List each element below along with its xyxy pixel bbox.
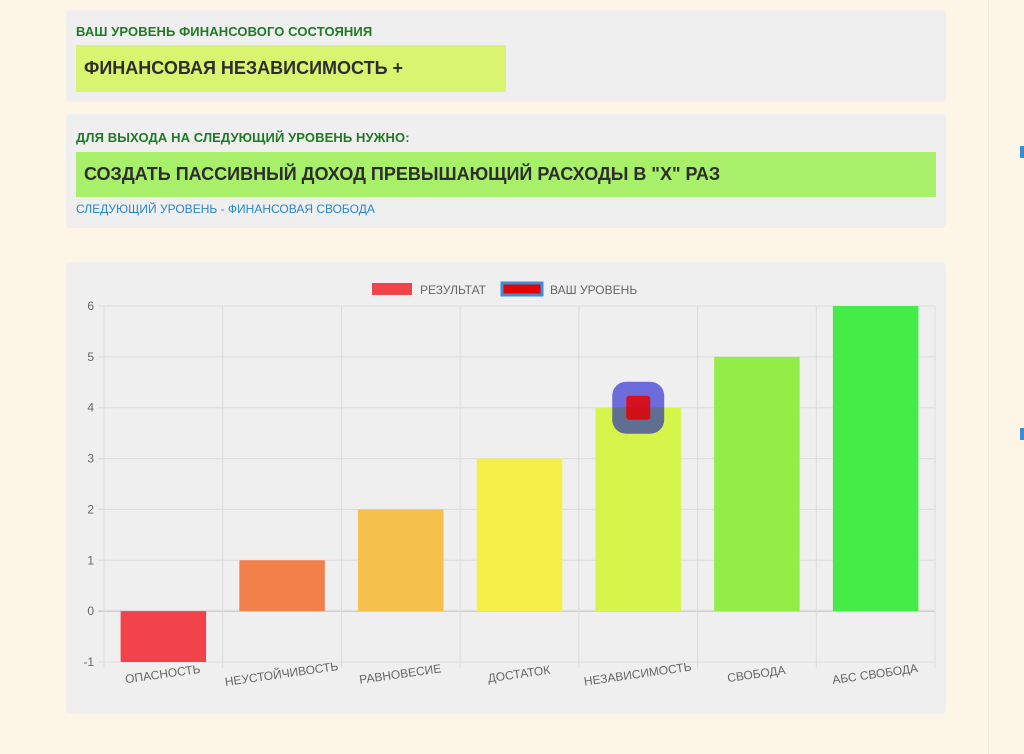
- edge-marker: [1020, 146, 1024, 158]
- level-bar-chart: -1 0 1 2 3 4 5 6 ОПАСНОСТЬ НЕУСТОЙЧИВОСТЬ РАВНОВЕС…: [83, 281, 936, 689]
- bar: [832, 306, 919, 612]
- bar: [239, 560, 325, 612]
- y-tick-label: 1: [87, 553, 94, 567]
- y-tick-label: 4: [87, 401, 94, 415]
- next-level-requirement: СОЗДАТЬ ПАССИВНЫЙ ДОХОД ПРЕВЫШАЮЩИЙ РАСХ…: [76, 152, 936, 197]
- edge-marker: [1020, 428, 1024, 440]
- next-level-label: ДЛЯ ВЫХОДА НА СЛЕДУЮЩИЙ УРОВЕНЬ НУЖНО:: [76, 130, 410, 145]
- x-tick-label: АБС СВОБОДА: [831, 661, 918, 687]
- legend-swatch-result: [372, 283, 412, 295]
- level-panel: ВАШ УРОВЕНЬ ФИНАНСОВОГО СОСТОЯНИЯ ФИНАНС…: [66, 10, 946, 102]
- y-tick-label: 0: [87, 604, 94, 618]
- y-tick-label: 6: [87, 299, 94, 313]
- legend-swatch-your-level: [500, 281, 544, 297]
- x-tick-label: НЕЗАВИСИМОСТЬ: [583, 660, 692, 689]
- chart-panel: -1 0 1 2 3 4 5 6 ОПАСНОСТЬ НЕУСТОЙЧИВОСТЬ РАВНОВЕС…: [66, 262, 946, 714]
- y-tick-label: -1: [83, 655, 94, 669]
- level-marker-inner: [626, 395, 651, 420]
- x-tick-label: РАВНОВЕСИЕ: [358, 661, 442, 686]
- x-tick-label: ДОСТАТОК: [487, 663, 551, 686]
- level-value: ФИНАНСОВАЯ НЕЗАВИСИМОСТЬ +: [76, 45, 506, 92]
- page-edge-line: [988, 0, 989, 754]
- next-level-panel: ДЛЯ ВЫХОДА НА СЛЕДУЮЩИЙ УРОВЕНЬ НУЖНО: С…: [66, 114, 946, 228]
- x-tick-label: НЕУСТОЙЧИВОСТЬ: [224, 658, 339, 689]
- legend-label-your-level: ВАШ УРОВЕНЬ: [550, 283, 637, 297]
- y-tick-label: 2: [87, 502, 94, 516]
- next-level-link[interactable]: СЛЕДУЮЩИЙ УРОВЕНЬ - ФИНАНСОВАЯ СВОБОДА: [76, 202, 375, 216]
- bar: [476, 458, 563, 612]
- bar: [358, 509, 444, 612]
- legend-label-result: РЕЗУЛЬТАТ: [420, 283, 487, 297]
- y-tick-label: 3: [87, 452, 94, 466]
- level-label: ВАШ УРОВЕНЬ ФИНАНСОВОГО СОСТОЯНИЯ: [76, 24, 373, 39]
- x-tick-label: ОПАСНОСТЬ: [124, 662, 201, 686]
- x-tick-label: СВОБОДА: [726, 663, 786, 685]
- bar: [714, 356, 800, 612]
- y-tick-label: 5: [87, 350, 94, 364]
- bar: [595, 407, 681, 612]
- bar: [120, 611, 207, 662]
